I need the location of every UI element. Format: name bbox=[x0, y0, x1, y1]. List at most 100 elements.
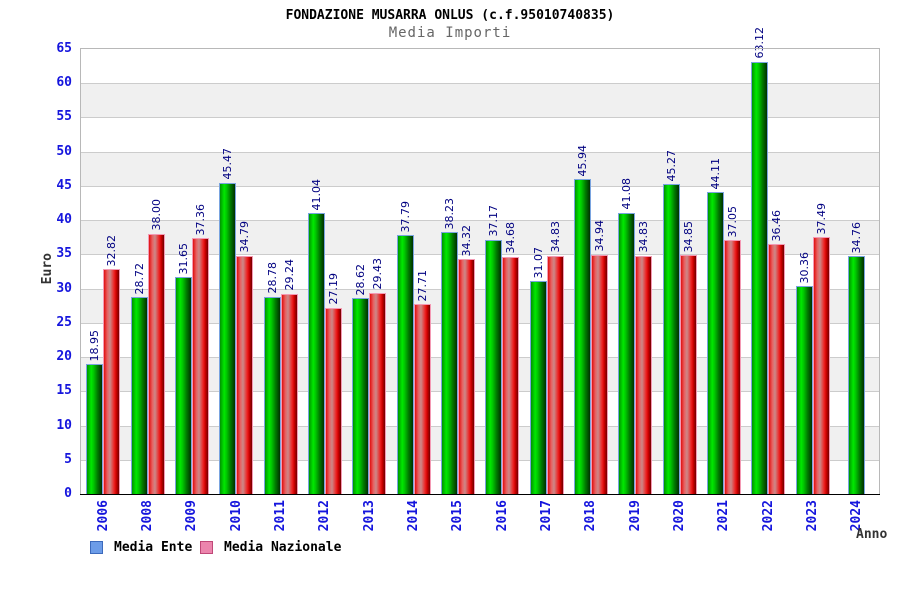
chart-title: FONDAZIONE MUSARRA ONLUS (c.f.9501074083… bbox=[285, 8, 615, 23]
bar-media-ente-2017 bbox=[530, 281, 547, 494]
bar-media-ente-2016 bbox=[485, 239, 502, 494]
bar-media-nazionale-2011 bbox=[281, 293, 298, 494]
plot-band bbox=[81, 49, 879, 84]
bar-media-nazionale-2010 bbox=[236, 255, 253, 494]
gridline bbox=[81, 254, 879, 256]
y-tick-label: 45 bbox=[56, 177, 72, 193]
bar-media-ente-2018 bbox=[574, 179, 591, 494]
bar-media-nazionale-2006 bbox=[103, 269, 120, 494]
bar-media-nazionale-2019 bbox=[635, 255, 652, 494]
x-tick-label: 2020 bbox=[672, 500, 687, 532]
x-tick-label: 2022 bbox=[761, 500, 776, 532]
plot-band bbox=[81, 254, 879, 289]
x-tick-label: 2011 bbox=[273, 500, 288, 532]
y-tick-label: 0 bbox=[64, 486, 72, 501]
y-tick-label: 65 bbox=[56, 41, 72, 56]
bar-media-ente-2024 bbox=[848, 256, 865, 494]
gridline bbox=[81, 288, 879, 290]
bar-media-ente-2023 bbox=[796, 286, 813, 494]
bar-media-nazionale-2008 bbox=[148, 233, 165, 494]
legend-item-media-nazionale: Media Nazionale bbox=[200, 539, 342, 555]
x-tick-label: 2009 bbox=[184, 500, 199, 532]
x-tick-label: 2013 bbox=[362, 500, 377, 532]
plot-band bbox=[81, 357, 879, 392]
x-tick-label: 2017 bbox=[539, 500, 554, 532]
y-tick-label: 55 bbox=[56, 109, 72, 125]
y-tick-label: 60 bbox=[56, 75, 72, 91]
bar-media-ente-2012 bbox=[308, 213, 325, 494]
bar-media-ente-2013 bbox=[352, 298, 369, 494]
y-tick-label: 15 bbox=[56, 383, 72, 399]
bar-media-ente-2010 bbox=[219, 182, 236, 494]
x-tick-label: 2010 bbox=[229, 500, 244, 532]
y-tick-label: 10 bbox=[56, 417, 72, 433]
bar-media-nazionale-2015 bbox=[458, 259, 475, 494]
gridline bbox=[81, 322, 879, 324]
bar-media-ente-2015 bbox=[441, 232, 458, 494]
bar-media-nazionale-2020 bbox=[680, 255, 697, 494]
gridline bbox=[81, 459, 879, 461]
bar-media-ente-2011 bbox=[264, 296, 281, 494]
bar-media-nazionale-2022 bbox=[768, 244, 785, 494]
plot-band bbox=[81, 83, 879, 118]
y-tick-label: 50 bbox=[56, 143, 72, 159]
y-tick-label: 5 bbox=[64, 451, 72, 467]
plot-band bbox=[81, 151, 879, 186]
bar-media-ente-2009 bbox=[175, 277, 192, 494]
x-tick-label: 2016 bbox=[495, 500, 510, 532]
y-tick-label: 35 bbox=[56, 246, 72, 262]
plot-band bbox=[81, 117, 879, 152]
plot-band bbox=[81, 425, 879, 460]
bar-media-nazionale-2023 bbox=[813, 237, 830, 494]
gridline bbox=[81, 391, 879, 393]
plot-band bbox=[81, 459, 879, 494]
legend-swatch-media-nazionale bbox=[200, 540, 213, 554]
bar-media-nazionale-2018 bbox=[591, 254, 608, 494]
y-tick-label: 40 bbox=[56, 212, 72, 228]
bar-media-nazionale-2012 bbox=[325, 307, 342, 494]
y-tick-label: 25 bbox=[56, 314, 72, 330]
x-tick-label: 2021 bbox=[716, 500, 731, 532]
legend-item-media-ente: Media Ente bbox=[90, 539, 193, 555]
bar-media-ente-2008 bbox=[131, 297, 148, 494]
bar-media-nazionale-2021 bbox=[724, 240, 741, 494]
plot-band bbox=[81, 391, 879, 426]
gridline bbox=[81, 425, 879, 427]
plot-band bbox=[81, 185, 879, 221]
x-tick-label: 2015 bbox=[450, 500, 465, 532]
plot-border bbox=[80, 48, 880, 495]
gridline bbox=[81, 220, 879, 222]
bar-media-ente-2014 bbox=[397, 235, 414, 494]
gridline bbox=[81, 185, 879, 187]
x-tick-label: 2008 bbox=[140, 500, 155, 532]
plot-band bbox=[81, 322, 879, 358]
y-tick-label: 20 bbox=[56, 349, 72, 365]
x-axis-label: Anno bbox=[856, 527, 888, 542]
bar-media-ente-2022 bbox=[751, 61, 768, 494]
plot-band bbox=[81, 220, 879, 255]
legend-swatch-media-ente bbox=[90, 540, 103, 554]
bar-media-ente-2021 bbox=[707, 192, 724, 494]
bar-media-ente-2020 bbox=[663, 184, 680, 494]
legend-label-media-nazionale: Media Nazionale bbox=[224, 539, 342, 555]
bar-media-ente-2019 bbox=[618, 212, 635, 494]
x-axis-line bbox=[80, 494, 880, 495]
x-tick-label: 2023 bbox=[805, 500, 820, 532]
plot-band bbox=[81, 288, 879, 323]
gridline bbox=[81, 83, 879, 85]
bar-media-nazionale-2014 bbox=[414, 304, 431, 494]
gridline bbox=[81, 151, 879, 153]
chart-subtitle: Media Importi bbox=[388, 25, 512, 41]
y-axis-label: Euro bbox=[40, 253, 55, 285]
x-tick-label: 2006 bbox=[96, 500, 111, 532]
bar-media-nazionale-2017 bbox=[547, 255, 564, 494]
legend-label-media-ente: Media Ente bbox=[114, 539, 193, 555]
x-tick-label: 2012 bbox=[317, 500, 332, 532]
bar-media-nazionale-2016 bbox=[502, 256, 519, 494]
bar-media-nazionale-2013 bbox=[369, 292, 386, 494]
bar-media-ente-2006 bbox=[86, 364, 103, 494]
y-tick-label: 30 bbox=[56, 280, 72, 296]
x-tick-label: 2018 bbox=[583, 500, 598, 532]
bar-media-nazionale-2009 bbox=[192, 238, 209, 494]
